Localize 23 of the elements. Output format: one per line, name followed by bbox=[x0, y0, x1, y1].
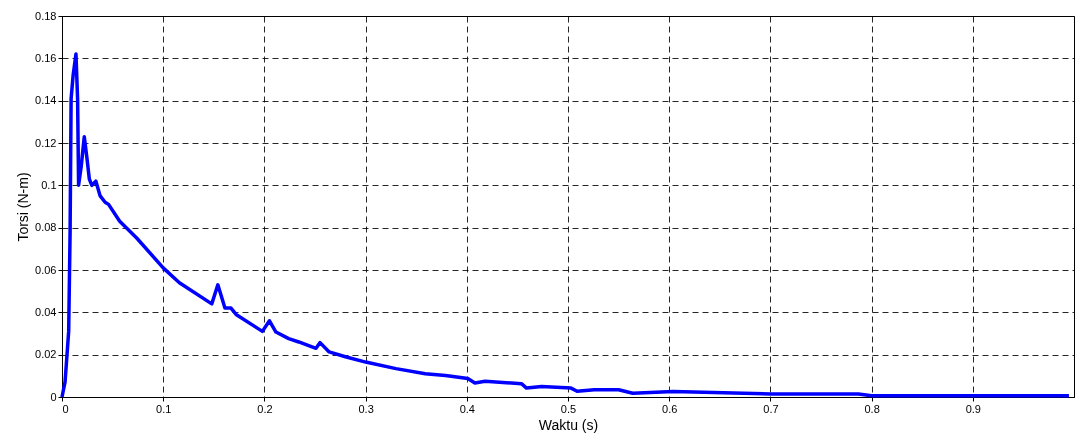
x-tick-label: 0.5 bbox=[560, 402, 577, 415]
y-tick-label: 0 bbox=[50, 390, 57, 403]
y-tick-label: 0.18 bbox=[35, 9, 57, 22]
y-tick-label: 0.1 bbox=[41, 178, 57, 191]
x-tick-label: 0.8 bbox=[864, 402, 880, 415]
y-tick-label: 0.14 bbox=[35, 94, 57, 107]
x-tick-label: 0.4 bbox=[459, 402, 475, 415]
y-tick-label: 0.06 bbox=[35, 263, 57, 276]
x-tick-label: 0.1 bbox=[156, 402, 172, 415]
y-tick-label: 0.16 bbox=[35, 51, 57, 64]
y-tick-label: 0.02 bbox=[35, 348, 57, 361]
line-series bbox=[60, 52, 1071, 399]
x-tick-label: 0.3 bbox=[358, 402, 374, 415]
x-tick-label: 0.9 bbox=[965, 402, 981, 415]
y-tick-label: 0.04 bbox=[35, 305, 57, 318]
x-tick-label: 0.2 bbox=[257, 402, 273, 415]
x-tick-label: 0.6 bbox=[662, 402, 678, 415]
x-tick-label: 0.7 bbox=[763, 402, 779, 415]
y-tick-label: 0.08 bbox=[35, 221, 57, 234]
y-axis-title: Torsi (N-m) bbox=[15, 172, 32, 242]
x-tick-label: 0 bbox=[62, 402, 69, 415]
y-tick-label: 0.12 bbox=[35, 136, 57, 149]
x-axis-title: Waktu (s) bbox=[538, 416, 599, 433]
